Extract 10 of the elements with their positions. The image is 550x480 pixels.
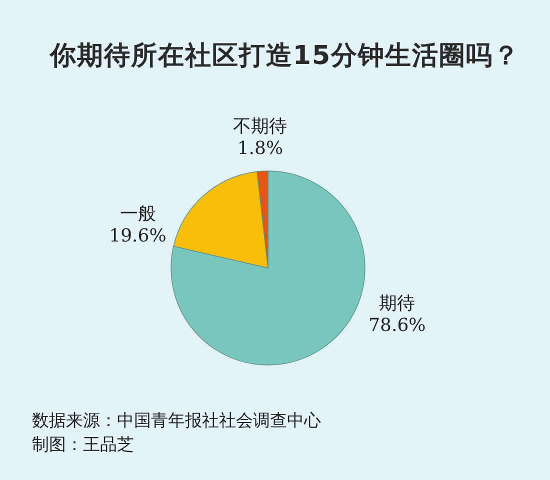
pie-slice xyxy=(170,170,366,366)
chart-title: 你期待所在社区打造15分钟生活圈吗？ xyxy=(48,41,520,71)
slice-label: 不期待 xyxy=(233,116,288,138)
slice-label: 一般 xyxy=(120,204,156,225)
slice-label: 期待 xyxy=(379,293,416,314)
data-label: 78.6% xyxy=(368,315,426,336)
text: 制图：王品芝 xyxy=(32,435,134,455)
data-label: 1.8% xyxy=(237,138,284,160)
data-label: 19.6% xyxy=(109,226,166,247)
source-note: 数据来源：中国青年报社社会调查中心 xyxy=(32,411,321,431)
